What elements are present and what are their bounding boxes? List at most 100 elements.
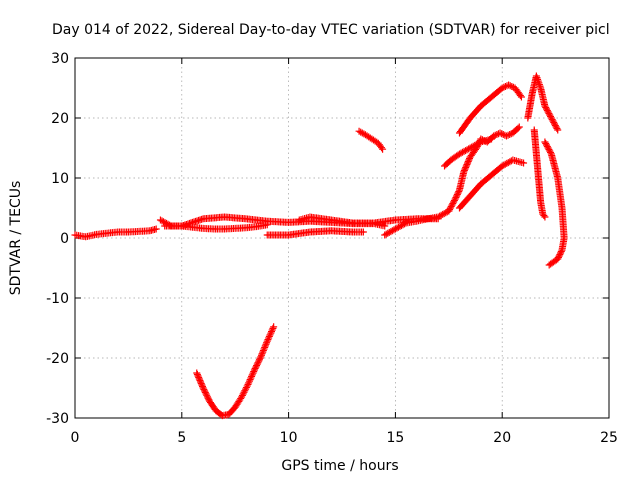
series-arc-8 <box>355 127 387 153</box>
data-point <box>263 337 271 345</box>
x-tick-label: 20 <box>493 430 511 446</box>
x-axis: 0 5 10 15 20 25 <box>71 58 618 446</box>
data-point <box>193 369 201 377</box>
data-trace <box>179 215 206 229</box>
y-tick-label: 30 <box>51 51 69 67</box>
y-tick-label: 0 <box>60 231 69 247</box>
data-trace <box>264 324 277 344</box>
data-point <box>541 213 549 221</box>
data-point <box>156 216 164 224</box>
data-trace <box>554 176 566 210</box>
data-trace <box>533 152 542 180</box>
series-arc-13 <box>524 72 562 134</box>
data-point <box>498 84 506 92</box>
data-trace <box>222 213 248 223</box>
data-trace <box>548 152 561 180</box>
data-trace <box>498 130 509 139</box>
series-arc-9 <box>445 123 523 215</box>
data-trace <box>226 404 238 417</box>
data-point <box>381 231 389 239</box>
data-point <box>547 114 555 122</box>
x-axis-label: GPS time / hours <box>281 458 398 474</box>
data-point <box>505 81 513 89</box>
data-trace <box>478 94 494 109</box>
series-arc-4 <box>263 227 367 239</box>
data-trace <box>535 176 545 204</box>
data-point <box>460 168 468 176</box>
data-point <box>244 380 252 388</box>
data-trace <box>382 226 398 238</box>
data-point <box>238 393 246 401</box>
y-tick-label: -20 <box>46 351 69 367</box>
data-point <box>498 162 506 170</box>
data-point <box>455 150 463 158</box>
series-arc-12 <box>455 156 528 212</box>
y-tick-label: 10 <box>51 171 69 187</box>
data-point <box>554 126 562 134</box>
data-trace <box>506 82 517 91</box>
data-trace <box>478 172 494 187</box>
data-trace <box>457 145 473 157</box>
data-trace <box>504 130 515 139</box>
x-tick-label: 25 <box>600 430 618 446</box>
data-point <box>359 228 367 236</box>
data-trace <box>524 92 536 120</box>
data-trace <box>357 128 368 138</box>
data-point <box>451 195 459 203</box>
data-point <box>517 93 525 101</box>
data-trace <box>245 368 258 387</box>
data-point <box>545 261 553 269</box>
data-trace <box>232 394 245 410</box>
data-trace <box>533 74 544 90</box>
data-trace <box>201 213 227 223</box>
data-point <box>541 138 549 146</box>
data-trace <box>554 248 565 261</box>
data-point <box>515 123 523 131</box>
data-trace <box>436 208 451 220</box>
data-trace <box>257 339 271 359</box>
x-tick-label: 15 <box>386 430 404 446</box>
data-point <box>558 246 566 254</box>
x-tick-label: 0 <box>71 430 80 446</box>
data-point <box>488 135 496 143</box>
y-axis-label: SDTVAR / TECUs <box>8 181 24 296</box>
data-trace <box>452 188 463 201</box>
data-trace <box>548 116 561 132</box>
data-trace <box>457 193 473 211</box>
series-arc-6 <box>381 207 453 239</box>
y-axis: -30 -20 -10 0 10 20 30 <box>46 51 609 427</box>
chart-title: Day 014 of 2022, Sidereal Day-to-day VTE… <box>52 22 610 38</box>
data-trace <box>456 115 473 136</box>
data-point <box>270 323 278 331</box>
data-trace <box>456 170 467 192</box>
data-point <box>520 159 528 167</box>
data-trace <box>491 130 502 139</box>
y-tick-label: -10 <box>46 291 69 307</box>
series-arc-5 <box>295 213 442 227</box>
series-arc-11 <box>441 135 496 170</box>
data-trace <box>448 151 462 163</box>
data-point <box>541 102 549 110</box>
data-trace <box>500 82 511 91</box>
data-trace <box>540 212 548 219</box>
data-trace <box>489 85 505 100</box>
data-trace <box>251 354 264 373</box>
series-arc-1 <box>71 225 160 241</box>
data-trace <box>489 163 505 178</box>
data-point <box>381 222 389 230</box>
data-trace <box>460 155 474 174</box>
data-trace <box>442 157 454 169</box>
data-trace <box>530 128 540 156</box>
data-trace <box>467 146 479 159</box>
data-point <box>379 145 387 153</box>
data-series <box>71 72 568 420</box>
data-trace <box>467 181 484 199</box>
data-point <box>445 207 453 215</box>
x-tick-label: 5 <box>177 430 186 446</box>
data-point <box>466 144 474 152</box>
series-arc-7 <box>193 323 278 420</box>
data-trace <box>238 382 251 399</box>
data-trace <box>512 86 524 99</box>
data-point <box>496 129 504 137</box>
series-arc-10 <box>455 81 525 137</box>
